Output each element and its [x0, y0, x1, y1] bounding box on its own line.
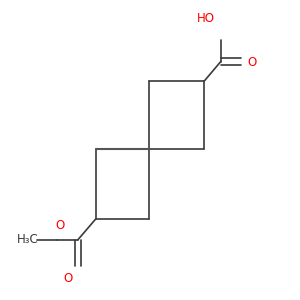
Text: O: O — [247, 56, 256, 69]
Text: O: O — [63, 272, 72, 285]
Text: O: O — [56, 219, 65, 232]
Text: H₃C: H₃C — [17, 233, 39, 246]
Text: HO: HO — [197, 13, 215, 26]
